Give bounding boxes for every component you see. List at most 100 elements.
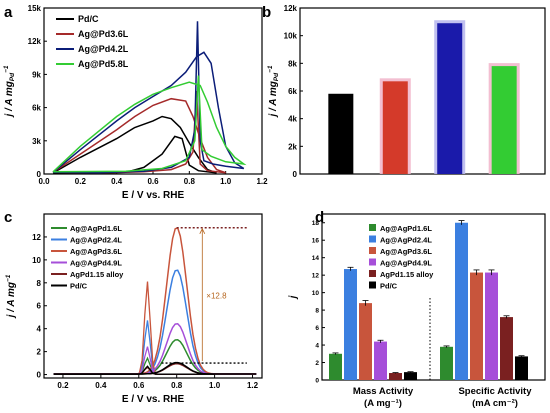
b-y-tick-label: 12k [284,4,298,13]
chart_data.1-y-label-sub: Pd [273,72,280,81]
d-group-label-1: Specific Activity [458,386,532,397]
panel-label-a: a [4,4,13,21]
a-x-tick-label: 0.4 [111,177,123,186]
panel-b-bar-chart: 0 2k 4k 6k 8k 10k 12k j / A mgPd−1 [267,4,546,179]
chart_data.1-y-label-main: j / A mg [268,81,279,118]
c-x-tick-label: 0.8 [171,381,183,390]
b-bar-1 [382,81,408,174]
c-y-tick-label: 0 [37,371,42,380]
d-bar-5-1 [515,356,528,380]
c-series-reverse-5 [53,365,215,375]
a-y-tick-label: 9k [32,70,41,79]
d-y-tick-label: 16 [312,238,320,245]
d-legend-swatch-3 [369,258,376,266]
chart_data.2-y-label-main: j / A mg [6,282,17,319]
a-x-tick-label: 0.6 [147,177,159,186]
d-y-tick-label: 18 [312,220,320,227]
c-legend-label-3: Ag@AgPd4.9L [70,259,122,268]
d-legend-swatch-0 [369,224,376,231]
a-y-tick-label: 15k [28,4,42,13]
b-y-tick-label: 2k [288,142,297,151]
a-x-tick-label: 0.0 [38,177,50,186]
c-x-tick-label: 0.4 [95,381,107,390]
a-y-tick-label: 0 [37,170,42,179]
c-legend-label-5: Pd/C [70,282,88,291]
c-plot-frame [43,213,263,379]
d-legend-label-0: Ag@AgPd1.6L [380,224,432,233]
c-x-tick-label: 1.0 [209,381,221,390]
d-y-tick-label: 10 [312,290,320,297]
c-y-tick-label: 12 [32,233,41,242]
d-legend-label-1: Ag@AgPd2.4L [380,236,432,245]
d-legend-label-5: Pd/C [380,282,398,291]
c-legend-label-4: AgPd1.15 alloy [70,270,124,279]
b-y-tick-label: 4k [288,115,297,124]
c-x-tick-label: 1.2 [247,381,259,390]
d-legend-swatch-2 [369,247,376,254]
a-x-tick-label: 0.8 [184,177,196,186]
a-y-tick-label: 6k [32,104,41,113]
c-y-tick-label: 2 [37,348,42,357]
d-bar-0-1 [440,346,453,380]
d-bar-1-0 [344,269,357,380]
c-series-forward-3 [53,323,257,375]
d-group-label-0: Mass Activity [353,386,414,397]
d-y-axis-label: j [288,295,299,300]
a-x-tick-label: 1.0 [220,177,232,186]
b-y-tick-label: 6k [288,87,297,96]
chart_data.0-y-label-main: j / A mg [4,81,15,118]
d-legend-swatch-5 [369,281,376,289]
d-y-tick-label: 12 [312,273,320,280]
b-y-tick-label: 8k [288,59,297,68]
d-group-sublabel-1: (mA cm⁻²) [472,398,518,409]
d-bar-1-1 [455,222,468,380]
d-group-sublabel-0: (A mg⁻¹) [364,398,402,409]
chart_data.0-y-label-sub: Pd [9,72,16,81]
b-bar-3 [491,66,517,174]
panel-label-c: c [4,209,12,226]
c-y-tick-label: 6 [37,302,42,311]
panel-a-cv-chart: 0.0 0.2 0.4 0.6 0.8 1.0 1.2 0 3k 6k 9k 12k 15k E / V … [3,4,268,201]
panel-c-cv-chart: 0.2 0.4 0.6 0.8 1.0 1.2 0 2 4 6 8 10 12 E / V vs. RHE… [5,213,263,405]
a-x-axis-label: E / V vs. RHE [122,190,185,201]
a-legend-label-1: Ag@Pd3.6L [78,29,129,39]
b-y-tick-label: 10k [284,32,298,41]
d-legend-label-2: Ag@AgPd3.6L [380,247,432,256]
chart_data.0-y-label-sup: −1 [3,65,10,73]
c-y-tick-label: 8 [37,279,42,288]
panel-label-d: d [315,209,324,226]
c-ratio-annotation: ×12.8 [206,291,227,300]
panel-label-b: b [262,4,271,21]
a-legend-label-0: Pd/C [78,14,99,24]
a-y-tick-label: 3k [32,137,41,146]
d-legend-swatch-4 [369,270,376,277]
d-bar-3-0 [374,341,387,380]
d-legend-label-4: AgPd1.15 alloy [380,270,434,279]
d-legend-swatch-1 [369,235,376,243]
b-bar-2 [437,23,463,174]
c-legend-label-0: Ag@AgPd1.6L [70,224,122,233]
d-y-tick-label: 6 [315,325,319,332]
d-bar-2-1 [470,272,483,380]
d-bar-2-0 [359,303,372,380]
a-series-line-3 [52,75,247,173]
b-y-tick-label: 0 [293,170,298,179]
d-y-tick-label: 14 [312,255,320,262]
d-bar-3-1 [485,272,498,380]
a-y-tick-label: 12k [28,37,42,46]
c-x-tick-label: 0.2 [57,381,69,390]
d-bar-4-0 [389,373,402,380]
a-series-line-1 [52,90,226,174]
a-series-line-0 [52,115,217,174]
d-y-tick-label: 8 [315,308,319,315]
chart_data.1-y-axis-label: j / A mgPd−1 [267,65,280,118]
a-x-tick-label: 0.2 [75,177,87,186]
a-legend-label-3: Ag@Pd5.8L [78,59,129,69]
c-legend-label-1: Ag@AgPd2.4L [70,236,122,245]
c-y-tick-label: 4 [37,325,42,334]
d-y-tick-label: 2 [315,360,319,367]
panel-d-bar-chart: 0 2 4 6 8 10 12 14 16 18 j Mass Activity(A mg⁻¹) Spe… [288,213,546,409]
d-bar-4-1 [500,317,513,380]
d-bar-0-0 [329,353,342,380]
